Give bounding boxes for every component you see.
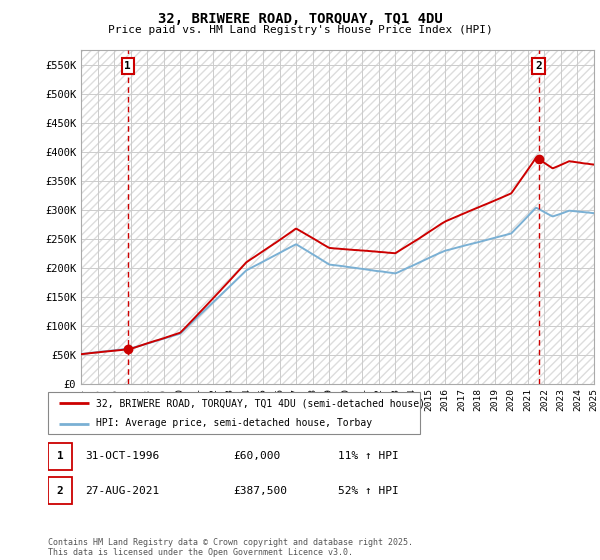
- Text: 1: 1: [124, 61, 131, 71]
- Text: 1: 1: [56, 451, 63, 461]
- Text: £60,000: £60,000: [233, 451, 280, 461]
- FancyBboxPatch shape: [48, 477, 72, 504]
- FancyBboxPatch shape: [48, 392, 420, 434]
- Text: HPI: Average price, semi-detached house, Torbay: HPI: Average price, semi-detached house,…: [97, 418, 373, 428]
- Text: 27-AUG-2021: 27-AUG-2021: [85, 486, 159, 496]
- Text: Price paid vs. HM Land Registry's House Price Index (HPI): Price paid vs. HM Land Registry's House …: [107, 25, 493, 35]
- Text: 2: 2: [56, 486, 63, 496]
- Text: 32, BRIWERE ROAD, TORQUAY, TQ1 4DU (semi-detached house): 32, BRIWERE ROAD, TORQUAY, TQ1 4DU (semi…: [97, 398, 425, 408]
- Text: 11% ↑ HPI: 11% ↑ HPI: [338, 451, 399, 461]
- FancyBboxPatch shape: [48, 443, 72, 470]
- Text: 52% ↑ HPI: 52% ↑ HPI: [338, 486, 399, 496]
- Text: 31-OCT-1996: 31-OCT-1996: [85, 451, 159, 461]
- Text: £387,500: £387,500: [233, 486, 287, 496]
- Text: Contains HM Land Registry data © Crown copyright and database right 2025.
This d: Contains HM Land Registry data © Crown c…: [48, 538, 413, 557]
- Text: 2: 2: [535, 61, 542, 71]
- Text: 32, BRIWERE ROAD, TORQUAY, TQ1 4DU: 32, BRIWERE ROAD, TORQUAY, TQ1 4DU: [158, 12, 442, 26]
